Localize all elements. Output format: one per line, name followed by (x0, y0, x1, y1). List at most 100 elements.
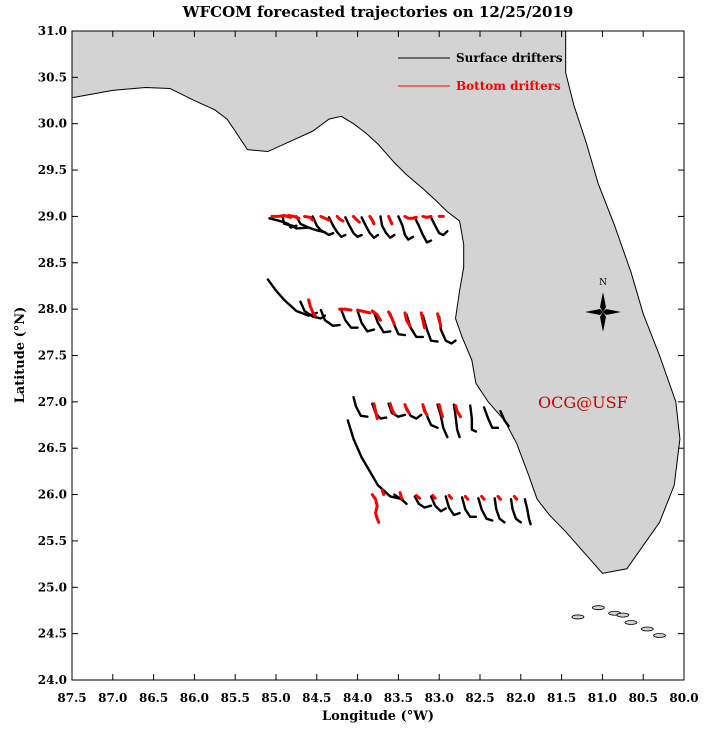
surface-drifter-track (452, 403, 461, 439)
bottom-drifter-track (431, 493, 437, 500)
surface-drifter-track (493, 497, 506, 524)
bottom-drifter-track (403, 311, 412, 328)
bottom-drifter-track (454, 404, 462, 419)
bottom-drifter-track (319, 214, 331, 222)
surface-drifter-track (360, 216, 380, 239)
surface-drifter-track (352, 396, 369, 418)
bottom-drifter-track (387, 214, 394, 226)
bottom-drifter-track (512, 494, 519, 501)
bottom-drifter-track (403, 403, 411, 415)
surface-drifter-track (340, 308, 359, 329)
y-tick-label: 30.5 (38, 70, 67, 84)
legend: Surface drifters Bottom drifters (398, 51, 563, 93)
surface-drifter-track (327, 216, 347, 239)
surface-drifter-track (344, 216, 363, 239)
bottom-drifter-track (463, 494, 470, 501)
surface-drifter-track (413, 495, 433, 509)
credit-label: OCG@USF (538, 393, 628, 412)
bottom-drifter-track (398, 491, 404, 500)
surface-drifter-track (281, 215, 310, 230)
bottom-drifter-track (370, 309, 382, 322)
surface-drifter-track (477, 497, 494, 522)
y-tick-label: 27.5 (38, 349, 67, 363)
y-tick-label: 26.5 (38, 441, 67, 455)
x-tick-label: 82.0 (506, 691, 535, 705)
surface-drifter-track (499, 409, 510, 428)
plot-area (71, 30, 685, 681)
florida-keys (571, 605, 666, 638)
legend-label-surface: Surface drifters (456, 51, 563, 65)
y-tick-label: 31.0 (38, 24, 67, 38)
surface-drifter-track (295, 215, 327, 234)
bottom-drifter-track (368, 214, 376, 226)
bottom-drifter-track (286, 214, 301, 220)
y-tick-label: 29.5 (38, 163, 67, 177)
y-tick-label: 28.5 (38, 256, 67, 270)
x-tick-label: 87.5 (57, 691, 86, 705)
x-tick-label: 80.0 (669, 691, 698, 705)
compass-east-point (603, 309, 621, 315)
x-tick-label: 82.5 (465, 691, 494, 705)
y-tick-label: 27.0 (38, 395, 67, 409)
surface-drifter-track (379, 215, 396, 239)
bottom-drifter-track (414, 493, 422, 500)
y-axis-ticks: 24.0 24.5 25.0 25.5 26.0 26.5 27.0 27.5 28.0 28.5… (38, 24, 684, 687)
x-tick-label: 85.0 (261, 691, 290, 705)
surface-drifter-track (319, 308, 341, 328)
key-island (640, 626, 654, 632)
bottom-drifter-track (307, 298, 317, 318)
x-axis-ticks: 87.5 87.0 86.5 86.0 85.5 85.0 84.5 84.0 83.5 83.0… (57, 31, 699, 705)
x-tick-label: 85.5 (221, 691, 250, 705)
y-tick-label: 28.0 (38, 302, 67, 316)
key-island (591, 605, 605, 611)
bottom-drifter-track (421, 403, 429, 417)
y-axis-label: Latitude (°N) (13, 307, 28, 404)
compass-west-point (585, 309, 603, 315)
surface-drifter-track (509, 498, 522, 524)
drifter-tracks (266, 214, 532, 526)
x-tick-label: 86.5 (139, 691, 168, 705)
y-tick-label: 24.0 (38, 673, 67, 687)
compass-south-point (600, 312, 606, 332)
x-tick-label: 83.5 (384, 691, 413, 705)
x-tick-label: 86.0 (180, 691, 209, 705)
key-island (624, 620, 638, 625)
x-tick-label: 81.5 (547, 691, 576, 705)
legend-label-bottom: Bottom drifters (456, 79, 561, 93)
bottom-drifter-track (437, 403, 444, 419)
key-island (616, 612, 630, 618)
florida-landmass (71, 30, 681, 574)
map-title: WFCOM forecasted trajectories on 12/25/2… (182, 3, 574, 21)
surface-drifter-track (393, 493, 408, 506)
bottom-drifter-track (338, 307, 353, 312)
surface-drifter-track (429, 216, 449, 237)
x-tick-label: 80.5 (629, 691, 658, 705)
key-island (571, 614, 585, 620)
y-tick-label: 25.5 (38, 534, 67, 548)
bottom-drifter-track (387, 310, 396, 326)
surface-drifter-track (372, 310, 392, 334)
north-label: N (599, 278, 607, 288)
surface-drifter-track (356, 309, 376, 333)
y-tick-label: 30.0 (38, 117, 67, 131)
bottom-drifter-track (480, 494, 486, 501)
bottom-drifter-track (356, 308, 372, 315)
bottom-drifter-track (372, 402, 379, 421)
x-tick-label: 83.0 (425, 691, 454, 705)
surface-drifter-track (311, 215, 335, 237)
bottom-drifter-track (352, 214, 361, 224)
x-tick-label: 81.0 (588, 691, 617, 705)
x-axis-label: Longitude (°W) (322, 709, 434, 724)
compass-north-point (600, 292, 606, 312)
bottom-drifter-track (419, 311, 427, 330)
surface-drifter-track (397, 215, 415, 241)
surface-drifter-track (429, 495, 447, 513)
key-island (653, 633, 666, 638)
bottom-drifter-track (447, 493, 453, 500)
y-tick-label: 29.0 (38, 209, 67, 223)
y-tick-label: 24.5 (38, 627, 67, 641)
bottom-drifter-track (496, 494, 502, 501)
bottom-drifter-track (436, 312, 443, 328)
bottom-drifter-track (335, 214, 345, 223)
surface-drifter-track (346, 419, 404, 501)
